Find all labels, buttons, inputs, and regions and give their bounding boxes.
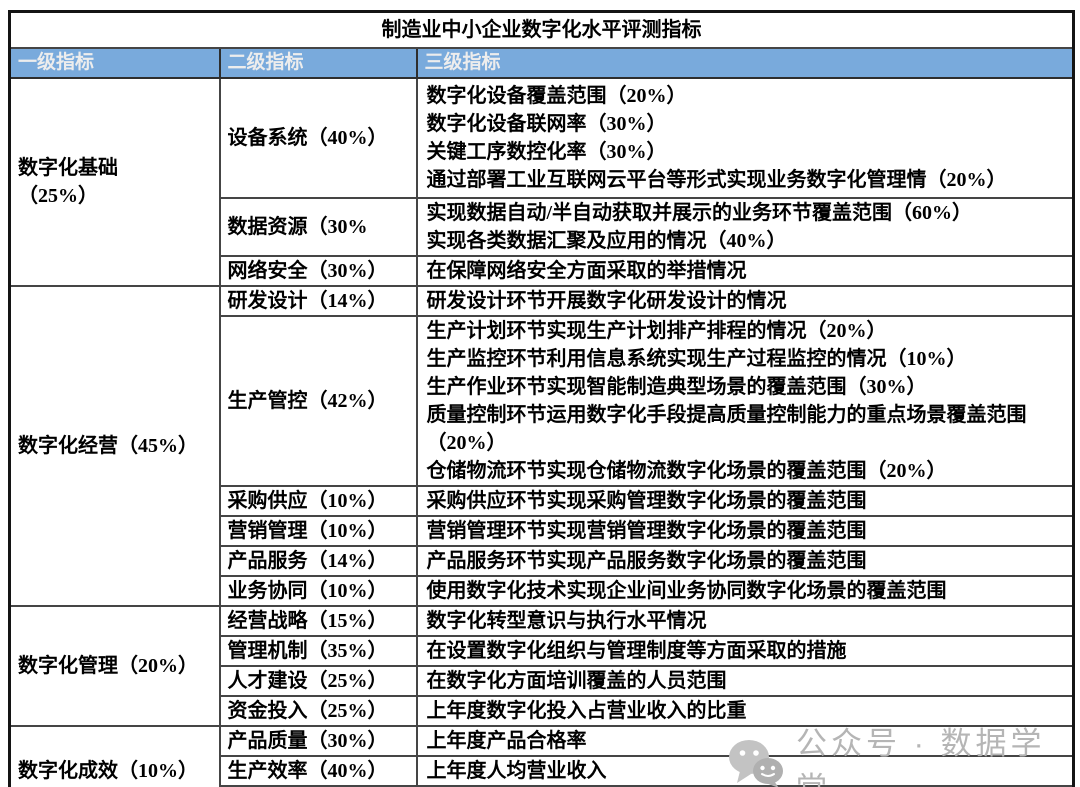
- level3-cell: 在数字化方面培训覆盖的人员范围: [415, 665, 1075, 697]
- table-row: 采购供应（10%） 采购供应环节实现采购管理数字化场景的覆盖范围: [10, 485, 1075, 517]
- level3-cell: 上年度产品合格率: [415, 725, 1075, 757]
- level3-cell: 数字化设备覆盖范围（20%） 数字化设备联网率（30%） 关键工序数控化率（30…: [415, 77, 1075, 199]
- table-row: 管理机制（35%） 在设置数字化组织与管理制度等方面采取的措施: [10, 635, 1075, 667]
- table-row: 数字化成效（10%） 产品质量（30%） 上年度产品合格率: [8, 725, 1075, 787]
- header-level2: 二级指标: [218, 47, 418, 79]
- table-title: 制造业中小企业数字化水平评测指标: [8, 10, 1075, 49]
- level2-cell: 资金投入（25%）: [218, 695, 418, 727]
- level2-cell: 生产效率（40%）: [218, 755, 418, 787]
- table-row: 人才建设（25%） 在数字化方面培训覆盖的人员范围: [10, 665, 1075, 697]
- level2-cell: 经营战略（15%）: [218, 605, 418, 637]
- level3-cell: 在保障网络安全方面采取的举措情况: [415, 255, 1075, 287]
- table-row: 产品服务（14%） 产品服务环节实现产品服务数字化场景的覆盖范围: [10, 545, 1075, 577]
- level2-cell: 数据资源（30%: [218, 197, 418, 257]
- level2-cell: 设备系统（40%）: [218, 77, 418, 199]
- level3-cell: 营销管理环节实现营销管理数字化场景的覆盖范围: [415, 515, 1075, 547]
- level1-cell-operation: 数字化经营（45%）: [8, 285, 221, 607]
- level2-cell: 人才建设（25%）: [218, 665, 418, 697]
- level2-cell: 营销管理（10%）: [218, 515, 418, 547]
- table-row: 数字化经营（45%） 研发设计（14%） 研发设计环节开展数字化研发设计的情况: [8, 285, 1075, 607]
- level2-cell: 采购供应（10%）: [218, 485, 418, 517]
- level3-cell: 实现数据自动/半自动获取并展示的业务环节覆盖范围（60%） 实现各类数据汇聚及应…: [415, 197, 1075, 257]
- level3-cell: 采购供应环节实现采购管理数字化场景的覆盖范围: [415, 485, 1075, 517]
- level2-cell: 业务协同（10%）: [218, 575, 418, 607]
- level3-cell: 数字化转型意识与执行水平情况: [415, 605, 1075, 637]
- level3-cell: 生产计划环节实现生产计划排产排程的情况（20%） 生产监控环节利用信息系统实现生…: [415, 315, 1075, 487]
- level3-cell: 产品服务环节实现产品服务数字化场景的覆盖范围: [415, 545, 1075, 577]
- table-row: 数据资源（30% 实现数据自动/半自动获取并展示的业务环节覆盖范围（60%） 实…: [10, 197, 1075, 257]
- table-title-row: 制造业中小企业数字化水平评测指标: [8, 10, 1075, 49]
- level1-cell-effect: 数字化成效（10%）: [8, 725, 221, 787]
- level1-cell-foundation: 数字化基础 （25%）: [8, 77, 221, 287]
- level1-cell-management: 数字化管理（20%）: [8, 605, 221, 727]
- level2-cell: 产品质量（30%）: [218, 725, 418, 757]
- level2-cell: 管理机制（35%）: [218, 635, 418, 667]
- level2-cell: 研发设计（14%）: [218, 285, 418, 317]
- level3-cell: 上年度人均营业收入: [415, 755, 1075, 787]
- table-row: 数字化管理（20%） 经营战略（15%） 数字化转型意识与执行水平情况: [8, 605, 1075, 727]
- table-row: 业务协同（10%） 使用数字化技术实现企业间业务协同数字化场景的覆盖范围: [10, 575, 1075, 607]
- table-row: 营销管理（10%） 营销管理环节实现营销管理数字化场景的覆盖范围: [10, 515, 1075, 547]
- level2-cell: 网络安全（30%）: [218, 255, 418, 287]
- level3-cell: 研发设计环节开展数字化研发设计的情况: [415, 285, 1075, 317]
- header-level1: 一级指标: [8, 47, 221, 79]
- evaluation-indicator-table: 制造业中小企业数字化水平评测指标 一级指标 二级指标 三级指标 数字化基础 （2…: [8, 10, 1076, 787]
- header-level3: 三级指标: [415, 47, 1075, 79]
- level2-cell: 产品服务（14%）: [218, 545, 418, 577]
- table-header-row: 一级指标 二级指标 三级指标: [8, 47, 1075, 79]
- level3-cell: 上年度数字化投入占营业收入的比重: [415, 695, 1075, 727]
- level2-cell: 生产管控（42%）: [218, 315, 418, 487]
- table-row: 数字化基础 （25%） 设备系统（40%） 数字化设备覆盖范围（20%） 数字化…: [8, 77, 1075, 287]
- table-row: 资金投入（25%） 上年度数字化投入占营业收入的比重: [10, 695, 1075, 727]
- table-row: 生产管控（42%） 生产计划环节实现生产计划排产排程的情况（20%） 生产监控环…: [10, 315, 1075, 487]
- table-row: 网络安全（30%） 在保障网络安全方面采取的举措情况: [10, 255, 1075, 287]
- level3-cell: 在设置数字化组织与管理制度等方面采取的措施: [415, 635, 1075, 667]
- level3-cell: 使用数字化技术实现企业间业务协同数字化场景的覆盖范围: [415, 575, 1075, 607]
